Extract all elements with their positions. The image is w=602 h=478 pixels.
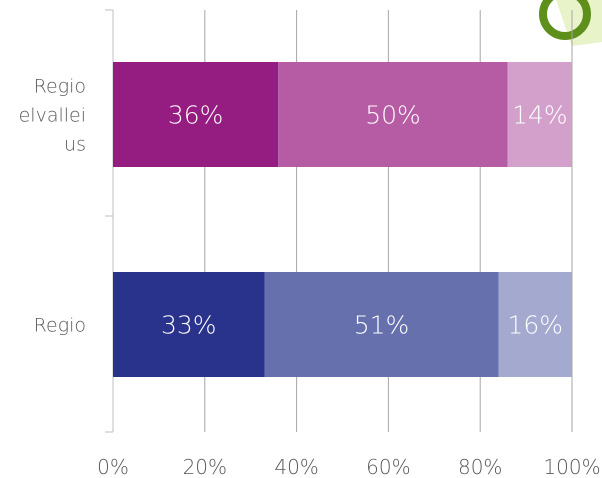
x-tick-label: 40% bbox=[274, 455, 318, 478]
data-label: 14% bbox=[512, 101, 568, 130]
data-label: 33% bbox=[161, 311, 217, 340]
data-label: 16% bbox=[507, 311, 563, 340]
bar-segment bbox=[264, 272, 499, 377]
x-tick-label: 60% bbox=[366, 455, 410, 478]
x-tick-label: 0% bbox=[97, 455, 129, 478]
bar-segment bbox=[113, 272, 265, 377]
bar-segment bbox=[498, 272, 572, 377]
x-tick-label: 80% bbox=[458, 455, 502, 478]
x-tick-labels: 0% 20% 40% 60% 80% 100% bbox=[97, 455, 600, 478]
data-labels: 36% 50% 14% 33% 51% 16% bbox=[161, 101, 568, 340]
bars bbox=[113, 62, 572, 377]
y-axis bbox=[105, 9, 114, 433]
category-label: Regio elvallei us bbox=[19, 76, 86, 156]
bar-segment bbox=[278, 62, 508, 167]
x-tick-label: 20% bbox=[183, 455, 227, 478]
data-label: 36% bbox=[168, 101, 224, 130]
bar-segment bbox=[507, 62, 572, 167]
data-label: 50% bbox=[365, 101, 421, 130]
category-label: Regio bbox=[34, 315, 86, 337]
logo-decoration bbox=[539, 0, 602, 46]
data-label: 51% bbox=[354, 311, 410, 340]
x-tick-label: 100% bbox=[543, 455, 600, 478]
ring-shape bbox=[539, 0, 591, 40]
category-labels: Regio elvallei us Regio bbox=[19, 76, 86, 337]
bar-segment bbox=[113, 62, 279, 167]
